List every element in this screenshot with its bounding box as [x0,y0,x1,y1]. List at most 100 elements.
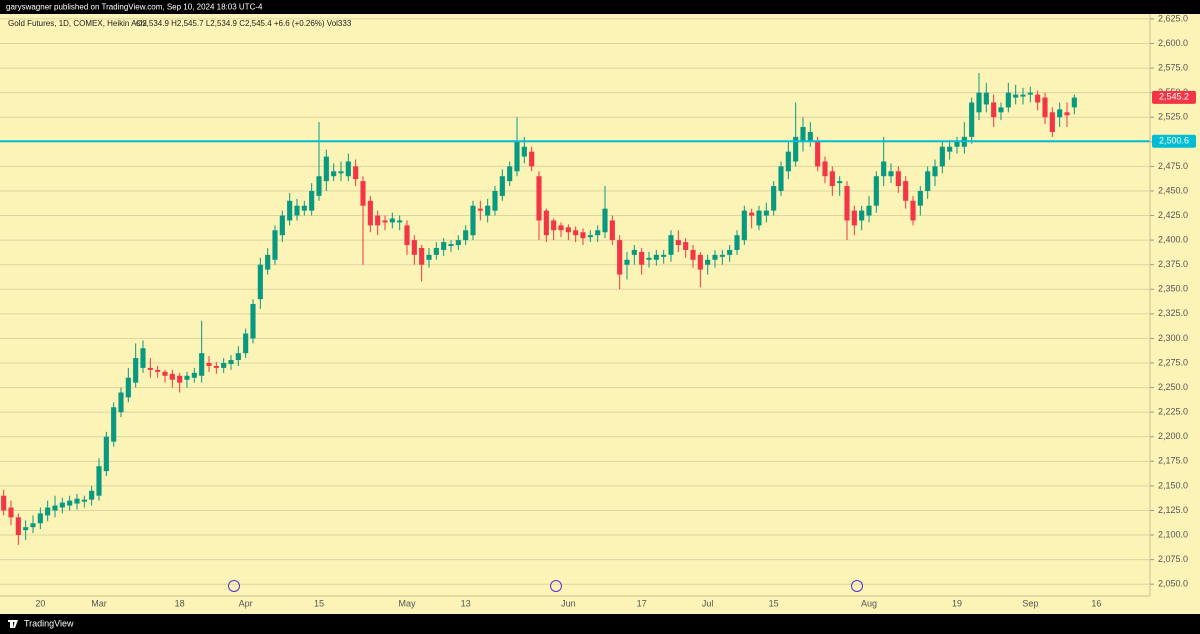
event-icon[interactable] [228,580,240,592]
candle-body [587,235,593,238]
candle-body [221,363,227,368]
candle-body [859,210,865,221]
y-tick-label: 2,125.0 [1158,505,1188,515]
candle-body [653,254,659,260]
x-tick-label: Aug [861,598,877,608]
y-tick-label: 2,575.0 [1158,62,1188,72]
candle-body [719,254,725,257]
candle-body [1042,97,1048,118]
candle-body [316,176,322,196]
candle-body [455,240,461,246]
x-tick-label: 19 [952,598,962,608]
candle-body [851,210,857,226]
candle-body [822,161,828,177]
candle-body [844,186,850,221]
candle-body [411,240,417,255]
brand: TradingView [24,618,74,628]
x-tick-label: 13 [461,598,471,608]
candle-body [125,377,131,398]
candle-body [749,212,755,216]
candle-body [74,498,80,504]
x-tick-label: 20 [35,598,45,608]
candle-body [690,249,696,260]
candle-body [301,205,307,211]
candle-body [536,176,542,221]
footer-bar [0,614,1200,634]
candle-body [360,181,366,206]
candle-body [470,205,476,236]
candle-body [573,230,579,236]
candle-body [463,230,469,241]
top-bar [0,0,1200,14]
candle-body [199,353,205,376]
candle-body [448,244,454,247]
candles [1,72,1077,545]
candle-body [1020,94,1026,97]
candle-body [45,507,51,516]
y-tick-label: 2,600.0 [1158,38,1188,48]
candle-body [147,367,153,370]
candle-body [888,171,894,177]
event-icon[interactable] [851,580,863,592]
y-tick-label: 2,425.0 [1158,210,1188,220]
event-icons [228,580,863,592]
candle-body [1064,112,1070,116]
candle-body [8,507,14,518]
candle-body [184,375,190,380]
candle-body [910,200,916,221]
y-tick-label: 2,400.0 [1158,234,1188,244]
y-tick-label: 2,175.0 [1158,456,1188,466]
x-tick-label: Sep [1022,598,1038,608]
candle-body [30,523,36,528]
candle-body [763,210,769,216]
candle-body [433,247,439,255]
y-tick-label: 2,625.0 [1158,13,1188,23]
candle-body [514,141,520,172]
x-tick-label: 16 [1091,598,1101,608]
price-tag [1152,134,1196,148]
candle-body [162,371,168,376]
candle-body [353,166,359,180]
candle-body [250,304,256,339]
event-icon[interactable] [550,580,562,592]
candle-body [213,365,219,368]
candle-body [675,240,681,246]
ohlc-legend: O2,534.9 H2,545.7 L2,534.9 C2,545.4 +6.6… [136,19,352,28]
candle-body [969,102,975,137]
candle-body [257,264,263,300]
y-tick-label: 2,475.0 [1158,161,1188,171]
y-tick-label: 2,200.0 [1158,431,1188,441]
candle-body [287,200,293,221]
candle-body [1,495,7,511]
y-tick-label: 2,150.0 [1158,480,1188,490]
candle-body [15,517,21,536]
candle-body [103,436,109,472]
candle-body [602,208,608,233]
candle-body [1049,112,1055,132]
candle-body [1057,109,1063,118]
candle-body [133,358,139,383]
candle-body [1035,94,1041,103]
candle-body [67,500,73,506]
y-tick-label: 2,300.0 [1158,333,1188,343]
candle-body [800,127,806,142]
candle-body [331,171,337,177]
candle-body [954,141,960,147]
candle-body [492,190,498,211]
candle-body [998,107,1004,113]
x-tick-label: 17 [637,598,647,608]
candle-body [1071,97,1077,108]
y-tick-label: 2,050.0 [1158,579,1188,589]
candle-body [646,257,652,260]
candle-body [617,240,623,275]
candle-body [661,254,667,257]
chart-title: Gold Futures, 1D, COMEX, Heikin Ashi [8,19,147,28]
candle-body [228,360,234,364]
candle-body [294,205,300,216]
candle-body [477,208,483,211]
candle-body [712,254,718,260]
candle-body [565,227,571,233]
candle-body [741,210,747,241]
